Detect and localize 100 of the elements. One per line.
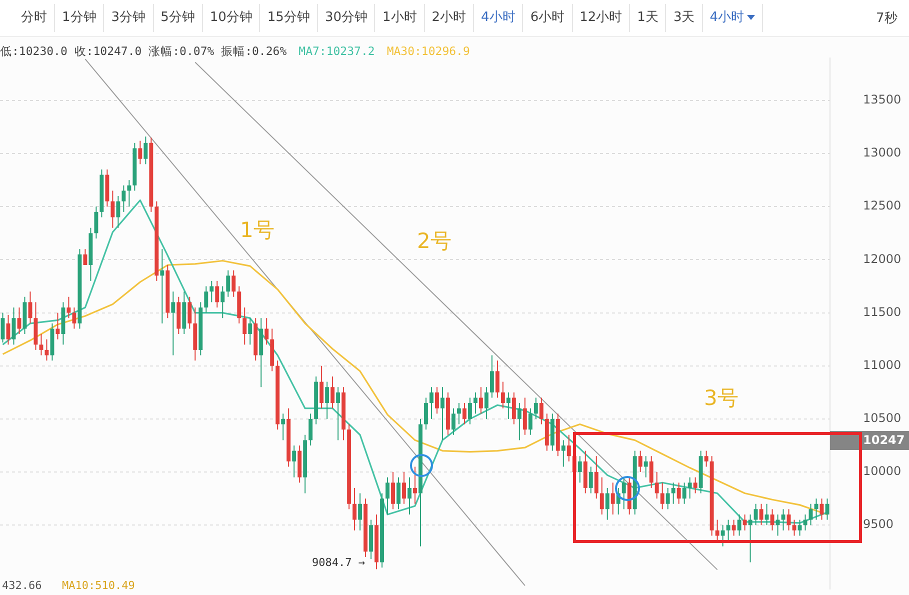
candlestick xyxy=(478,386,483,414)
candlestick xyxy=(688,476,692,500)
text: 10247 xyxy=(830,431,909,450)
candlestick xyxy=(232,270,236,298)
text: 4小时 xyxy=(474,4,524,32)
candlestick xyxy=(522,397,527,436)
candlestick xyxy=(495,360,500,398)
candlestick xyxy=(798,519,802,536)
candlestick xyxy=(242,306,247,346)
text: 3分钟 xyxy=(104,4,154,32)
candlestick xyxy=(292,444,296,478)
candlestick xyxy=(336,386,340,441)
candlestick xyxy=(720,524,725,547)
candlestick xyxy=(215,280,220,308)
candlestick xyxy=(561,440,566,468)
candlestick xyxy=(12,306,16,346)
candlestick xyxy=(220,286,225,319)
candlestick xyxy=(160,248,164,324)
candlestick xyxy=(44,338,49,362)
candlestick xyxy=(402,472,406,504)
candlestick xyxy=(600,476,604,515)
candlestick xyxy=(754,503,758,526)
candlestick xyxy=(264,318,269,346)
candlestick xyxy=(759,503,764,526)
candlestick xyxy=(408,476,412,515)
candlestick xyxy=(786,508,791,531)
candlestick xyxy=(0,312,5,344)
candlestick xyxy=(358,492,362,531)
candlestick xyxy=(742,514,747,531)
candlestick xyxy=(770,508,774,531)
annotation: MA10:510.49 xyxy=(62,579,135,592)
y-tick-label: 12000 xyxy=(863,252,902,266)
candlestick xyxy=(737,514,742,536)
y-tick-label: 9500 xyxy=(863,517,894,532)
candlestick xyxy=(66,296,71,319)
candlestick xyxy=(281,413,286,441)
candlestick xyxy=(226,270,230,298)
candlestick xyxy=(440,386,444,441)
candlestick xyxy=(512,392,516,425)
candlestick xyxy=(430,386,434,420)
y-tick-label: 11000 xyxy=(863,358,902,372)
candlestick xyxy=(660,482,664,510)
candlestick xyxy=(435,386,439,414)
candlestick xyxy=(610,482,615,515)
annotation: 1号 xyxy=(240,217,274,244)
candlestick xyxy=(671,482,676,504)
candlestick xyxy=(171,291,176,356)
y-tick-label: 10000 xyxy=(863,464,902,478)
candlestick xyxy=(732,519,736,536)
text: 5分钟 xyxy=(154,4,203,32)
y-tick-label: 13500 xyxy=(863,92,902,107)
candlestick xyxy=(83,248,88,266)
candlestick xyxy=(462,402,466,425)
candlestick xyxy=(588,466,593,494)
candlestick xyxy=(638,450,642,473)
candlestick xyxy=(506,392,510,420)
candlestick xyxy=(352,487,357,531)
candlestick xyxy=(456,402,461,425)
candlestick xyxy=(110,190,115,228)
candlestick xyxy=(792,519,796,536)
candlestick xyxy=(473,392,478,414)
candlestick xyxy=(188,296,192,330)
text: 10分钟 xyxy=(202,4,260,32)
candlestick xyxy=(654,472,659,500)
text: 3天 xyxy=(666,4,703,32)
text: 6小时 xyxy=(523,4,573,32)
chart-title: 低:10230.0 收:10247.0 涨幅:0.07% 振幅:0.26% xyxy=(0,44,287,58)
candlestick xyxy=(676,482,681,504)
text: 1小时 xyxy=(375,4,425,32)
annotation: 2号 xyxy=(417,228,452,255)
candlestick xyxy=(396,476,400,510)
candlestick xyxy=(39,334,44,356)
candlestick xyxy=(210,280,214,303)
candlestick xyxy=(666,487,670,510)
candlestick xyxy=(605,487,610,520)
candlestick xyxy=(726,519,730,542)
candlestick xyxy=(144,136,148,165)
candlestick xyxy=(539,397,544,425)
candlestick xyxy=(781,508,786,531)
candlestick xyxy=(330,376,335,409)
candlestick xyxy=(534,397,538,420)
annotation: 3号 xyxy=(704,385,738,412)
candlestick xyxy=(776,514,780,536)
text: 2小时 xyxy=(424,4,474,32)
candlestick xyxy=(386,476,390,515)
candlestick xyxy=(500,381,505,409)
candlestick xyxy=(649,456,654,488)
candlestick xyxy=(72,306,76,330)
annotation: 9084.7 → xyxy=(312,556,365,569)
text: 1分钟 xyxy=(55,4,104,32)
candlestick xyxy=(308,413,313,446)
candlestick xyxy=(578,456,582,484)
candlestick xyxy=(248,318,252,346)
candlestick xyxy=(528,408,532,436)
candlestick xyxy=(715,519,720,542)
candlestick xyxy=(56,312,60,340)
annotation: 432.66 xyxy=(2,579,42,592)
candlestick xyxy=(127,180,132,208)
candlestick xyxy=(320,365,324,409)
text: 15分钟 xyxy=(260,4,318,32)
